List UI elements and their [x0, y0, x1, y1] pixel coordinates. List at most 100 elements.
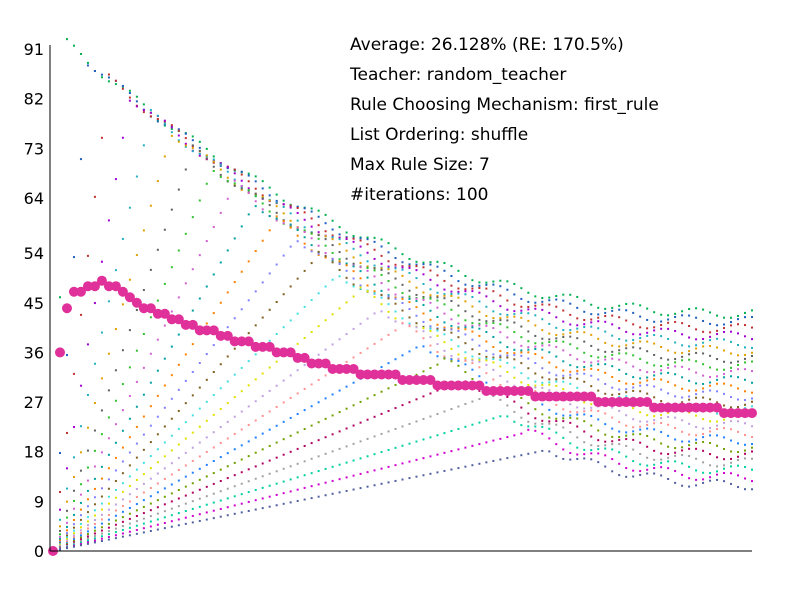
run-point [450, 338, 453, 341]
run-point [86, 527, 89, 530]
run-point [674, 454, 677, 457]
run-point [310, 497, 313, 500]
run-point [751, 443, 753, 446]
run-point [289, 490, 292, 493]
average-point [558, 391, 569, 402]
run-point [513, 313, 516, 316]
run-point [667, 318, 670, 321]
y-tick-label: 45 [24, 294, 44, 313]
run-point [338, 411, 341, 414]
average-point [684, 402, 695, 413]
run-point [702, 436, 705, 439]
run-point [156, 433, 159, 436]
average-point [75, 286, 86, 297]
run-point [478, 318, 481, 321]
run-point [548, 338, 551, 341]
run-point [93, 302, 96, 305]
run-point [443, 329, 446, 332]
run-point [751, 360, 753, 363]
run-point [352, 381, 355, 384]
run-point [576, 372, 579, 375]
run-point [653, 449, 656, 452]
run-point [156, 180, 159, 183]
run-point [695, 441, 698, 444]
run-point [219, 456, 222, 459]
run-point [121, 528, 124, 531]
run-point [611, 306, 614, 309]
run-point [261, 486, 264, 489]
run-point [387, 387, 390, 390]
average-point [397, 374, 408, 385]
run-point [93, 541, 96, 544]
run-point [583, 407, 586, 410]
run-point [296, 413, 299, 416]
run-point [338, 226, 341, 229]
run-point [520, 424, 523, 427]
run-point [751, 480, 753, 483]
run-point [450, 358, 453, 361]
run-point [93, 449, 96, 452]
run-point [478, 375, 481, 378]
run-point [331, 219, 334, 222]
run-point [688, 389, 691, 392]
run-point [233, 474, 236, 477]
run-point [541, 403, 544, 406]
run-point [653, 320, 656, 323]
run-point [639, 337, 642, 340]
run-point [688, 358, 691, 361]
run-point [268, 484, 271, 487]
run-point [268, 389, 271, 392]
run-point [212, 155, 215, 158]
run-point [485, 295, 488, 298]
run-point [107, 526, 110, 529]
run-point [324, 417, 327, 420]
run-point [191, 491, 194, 494]
run-point [555, 431, 558, 434]
y-tick-label: 54 [24, 244, 44, 263]
run-point [485, 330, 488, 333]
run-point [436, 295, 439, 298]
run-point [282, 379, 285, 382]
run-point [716, 382, 719, 385]
run-point [135, 488, 138, 491]
run-point [366, 243, 369, 246]
run-point [695, 414, 698, 417]
run-point [142, 512, 145, 515]
run-point [653, 364, 656, 367]
run-point [114, 519, 117, 522]
run-point [254, 378, 257, 381]
run-point [282, 420, 285, 423]
run-point [576, 370, 579, 373]
run-point [625, 431, 628, 434]
run-point [121, 446, 124, 449]
run-point [737, 442, 740, 445]
run-point [401, 444, 404, 447]
run-point [548, 408, 551, 411]
run-point [625, 302, 628, 305]
run-point [541, 342, 544, 345]
run-point [499, 356, 502, 359]
run-point [604, 423, 607, 426]
run-point [100, 465, 103, 468]
run-point [121, 535, 124, 538]
run-point [730, 375, 733, 378]
run-point [170, 434, 173, 437]
run-point [387, 303, 390, 306]
average-point [278, 347, 289, 358]
run-point [107, 352, 110, 355]
run-point [170, 520, 173, 523]
run-point [268, 210, 271, 213]
run-point [401, 283, 404, 286]
run-point [121, 303, 124, 306]
run-point [373, 264, 376, 267]
run-point [177, 443, 180, 446]
run-point [611, 357, 614, 360]
run-point [114, 503, 117, 506]
run-point [506, 380, 509, 383]
run-point [121, 136, 124, 139]
run-point [527, 377, 530, 380]
run-point [478, 360, 481, 363]
run-point [744, 403, 747, 406]
run-point [576, 295, 579, 298]
